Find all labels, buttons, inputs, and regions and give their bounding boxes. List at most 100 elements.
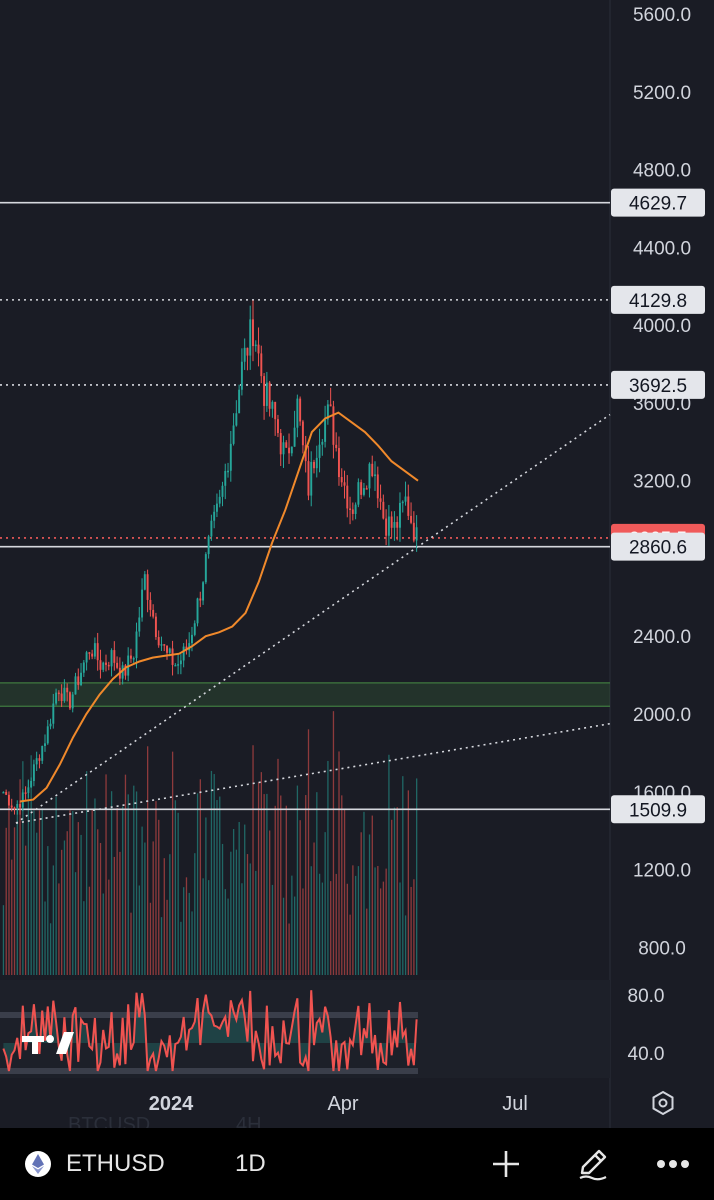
volume-bar [183, 887, 185, 975]
volume-bar [355, 875, 357, 975]
price-chart[interactable]: 80.0 40.0 5600.0 5200.0 4800.0 4400.0 4000.0 3… [0, 0, 714, 1128]
candle-body [77, 676, 80, 686]
volume-bar [133, 785, 135, 975]
volume-bar [360, 832, 362, 975]
x-tick-label: Apr [327, 1093, 358, 1115]
volume-bar [324, 832, 326, 975]
volume-bar [321, 882, 324, 975]
y-axis-labels: 5600.0 5200.0 4800.0 4400.0 4000.0 3600.0 3200… [633, 5, 691, 959]
ethereum-icon[interactable] [24, 1128, 52, 1200]
volume-bar [116, 808, 118, 975]
candle-body [254, 344, 257, 347]
moving-average-line [19, 411, 419, 803]
candle-body [299, 398, 302, 422]
volume-bar [310, 866, 312, 975]
candle-body [227, 470, 229, 473]
drawing-pencil-icon[interactable] [576, 1128, 610, 1200]
candle-body [32, 764, 35, 781]
volume-bar [188, 892, 190, 975]
volume-bar [94, 798, 96, 975]
oscillator-background [0, 980, 610, 1078]
candle-body [132, 658, 135, 660]
add-icon[interactable] [490, 1128, 522, 1200]
volume-bar [88, 886, 91, 975]
volume-bar [91, 810, 93, 975]
volume-bar [366, 908, 368, 975]
volume-bar [47, 846, 49, 975]
candle-body [204, 554, 207, 583]
more-options-icon[interactable] [656, 1128, 690, 1200]
candle-body [182, 646, 185, 661]
volume-bar [402, 776, 404, 975]
volume-bar [382, 881, 385, 975]
volume-bar [80, 834, 82, 975]
oscillator-panel: 80.0 40.0 [0, 980, 664, 1078]
support-zone [0, 682, 610, 707]
candle-body [63, 687, 66, 701]
candle-body [288, 447, 291, 454]
candle-body [340, 477, 343, 483]
candle-body [293, 427, 296, 447]
x-tick-label: 2024 [149, 1093, 194, 1115]
candle-body [257, 344, 260, 354]
candle-body [263, 376, 266, 406]
candle-body [351, 509, 354, 514]
candle-body [374, 474, 376, 477]
candle-body [10, 805, 13, 808]
price-label-box [611, 188, 705, 217]
candle-body [57, 692, 60, 695]
volume-bar [277, 758, 279, 975]
volume-bar [52, 865, 55, 975]
candle-body [93, 643, 96, 657]
candle-body [215, 503, 218, 512]
candle-body [387, 516, 390, 536]
volume-bar [166, 899, 168, 975]
candle-body [276, 419, 279, 434]
candle-body [163, 644, 166, 646]
candle-body [80, 672, 83, 686]
candle-body [177, 664, 180, 666]
volume-bar [335, 873, 337, 975]
oscillator-tick-label: 40.0 [628, 1044, 665, 1065]
volume-bar [58, 883, 60, 975]
volume-bar [194, 853, 196, 975]
symbol-button[interactable]: ETHUSD [66, 1128, 165, 1200]
candle-body [124, 665, 127, 676]
volume-bar [110, 791, 113, 975]
candle-body [24, 792, 27, 794]
candle-body [371, 463, 374, 477]
volume-bar [99, 842, 102, 975]
candle-body [38, 758, 41, 761]
volume-bar [316, 792, 318, 975]
volume-bar [352, 865, 354, 975]
volume-bar [391, 819, 393, 975]
volume-bar [271, 884, 274, 975]
candle-body [82, 662, 85, 673]
volume-bar [85, 771, 88, 975]
candle-body [390, 516, 393, 528]
volume-bar [357, 866, 360, 975]
interval-label: 1D [235, 1150, 266, 1177]
volume-bar [55, 796, 57, 975]
interval-button[interactable]: 1D [235, 1128, 266, 1200]
candle-body [154, 616, 157, 638]
candle-body [107, 664, 110, 667]
volume-bar [246, 854, 249, 975]
candle-body [99, 660, 102, 670]
candle-body [235, 413, 238, 426]
candle-body [285, 442, 288, 448]
candle-body [318, 444, 321, 458]
volume-bar [22, 761, 24, 975]
price-label-text: 4629.7 [629, 194, 687, 215]
volume-bar [169, 854, 171, 975]
volume-bar [263, 794, 265, 975]
settings-icon[interactable] [652, 1090, 674, 1116]
bottom-toolbar: ETHUSD 1D [0, 1128, 714, 1200]
candle-body [412, 522, 415, 541]
volume-bar [8, 806, 10, 975]
volume-bar [24, 845, 27, 975]
candle-body [243, 347, 246, 362]
candle-body [332, 406, 335, 445]
candle-body [46, 726, 49, 744]
volume-bar [44, 901, 46, 975]
